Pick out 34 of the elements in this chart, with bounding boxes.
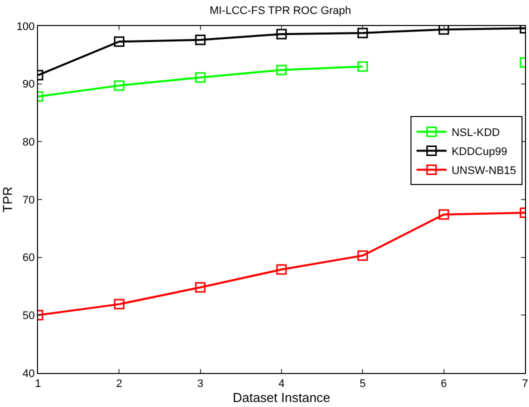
x-tick-label: 2	[116, 378, 122, 390]
point	[276, 64, 287, 76]
y-tick-label: 40	[22, 368, 35, 380]
point	[438, 26, 450, 35]
point	[114, 80, 124, 91]
point	[195, 72, 206, 83]
point	[357, 61, 368, 72]
point	[195, 34, 206, 46]
y-axis-title: TPR	[0, 186, 15, 212]
legend-label: UNSW-NB15	[452, 165, 516, 178]
y-tick-label: 50	[22, 310, 35, 322]
x-tick-label: 5	[360, 378, 366, 390]
x-axis-title: Dataset Instance	[232, 390, 330, 406]
y-tick-label: 90	[22, 78, 35, 91]
x-tick-label: 1	[34, 378, 42, 390]
y-tick-label: 100	[16, 20, 35, 33]
point	[357, 28, 368, 38]
y-tick-label: 60	[22, 252, 35, 264]
point	[114, 36, 124, 47]
x-tick-label: 3	[197, 378, 204, 390]
point	[357, 250, 368, 261]
point	[195, 282, 206, 293]
point	[114, 298, 124, 310]
legend-label: NSL-KDD	[452, 127, 500, 140]
chart-title: MI-LCC-FS TPR ROC Graph	[210, 4, 352, 17]
y-tick-label: 70	[22, 194, 35, 206]
point	[276, 264, 287, 275]
x-tick-label: 7	[522, 378, 528, 390]
legend-label: KDDCup99	[452, 146, 508, 158]
x-tick-label: 6	[440, 378, 447, 390]
point	[276, 28, 287, 40]
y-tick-label: 80	[22, 136, 35, 149]
point	[438, 209, 450, 220]
x-tick-label: 4	[278, 378, 285, 390]
